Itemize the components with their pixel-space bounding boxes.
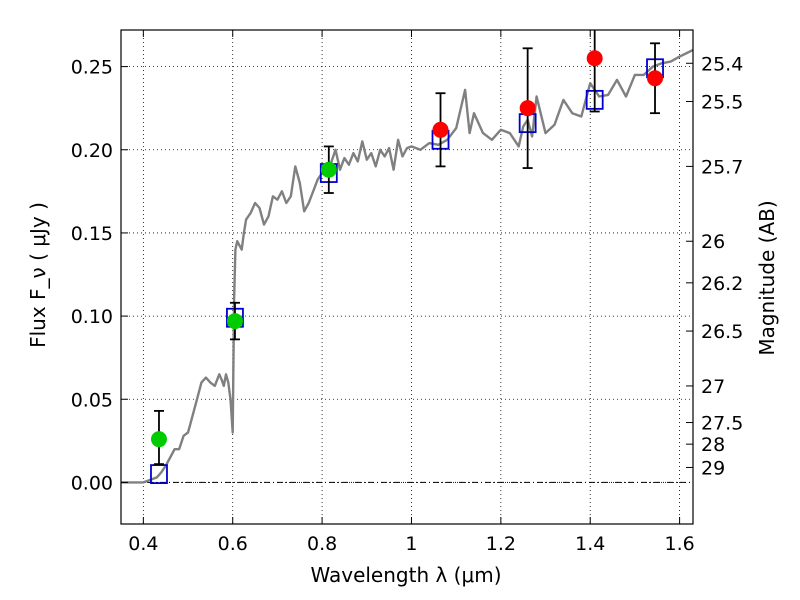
ticks [121,30,693,524]
x-tick-label: 1 [405,533,417,555]
y-tick-label: 0.00 [71,472,113,494]
x-tick-label: 0.6 [218,533,248,555]
y-tick-label: 0.10 [71,306,113,328]
photometry-point [320,161,337,178]
y-tick-label: 0.25 [71,57,113,79]
magnitude-tick-label: 28 [701,434,725,456]
photometry-point [519,100,536,117]
x-tick-label: 1.4 [575,533,605,555]
y-axis-title: Flux F_ν ( μJy ) [26,202,50,348]
photometry-point [586,50,603,67]
y-tick-label: 0.05 [71,389,113,411]
magnitude-tick-label: 25.4 [701,53,743,75]
series-layer [121,30,694,485]
grid [121,30,693,524]
magnitude-tick-label: 27.5 [701,413,743,435]
photometry-point [647,70,664,87]
x-tick-label: 0.4 [128,533,158,555]
magnitude-tick-label: 27 [701,376,725,398]
magnitude-tick-label: 26.2 [701,273,743,295]
y-tick-label: 0.20 [71,140,113,162]
x-tick-label: 1.2 [486,533,516,555]
magnitude-tick-label: 29 [701,457,725,479]
magnitude-tick-label: 26.5 [701,321,743,343]
photometry-point [432,121,449,138]
photometry-point [226,313,243,330]
photometry-point [150,431,167,448]
y-tick-label: 0.15 [71,223,113,245]
plot-frame [120,29,694,525]
magnitude-tick-label: 26 [701,231,725,253]
magnitude-tick-label: 25.5 [701,92,743,114]
x-axis-title: Wavelength λ (μm) [310,563,501,587]
synthetic-photometry-square [150,464,168,485]
magnitude-tick-label: 25.7 [701,156,743,178]
x-tick-label: 1.6 [664,533,694,555]
model-spectrum-line [121,48,694,484]
tick-labels: 0.4 0.6 0.8 1 1.2 1.4 1.6 0.00 0.05 0.10 0.15 0.20 0… [71,53,744,555]
magnitude-axis-title: Magnitude (AB) [755,200,779,355]
x-tick-label: 0.8 [307,533,337,555]
